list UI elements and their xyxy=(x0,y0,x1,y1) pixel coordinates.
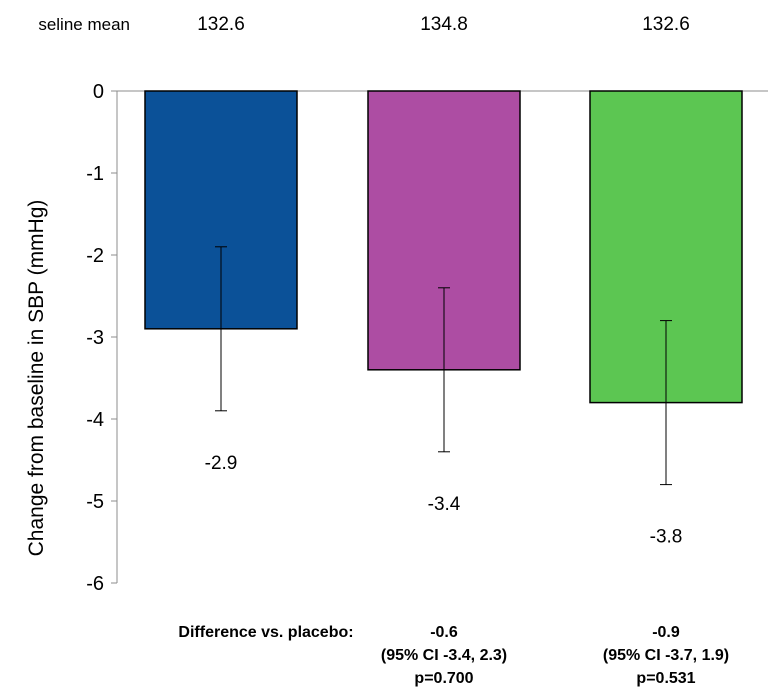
y-tick-label: -6 xyxy=(86,573,104,595)
y-tick-label: -2 xyxy=(86,245,104,267)
y-tick-label: -3 xyxy=(86,327,104,349)
baseline-mean-value: 132.6 xyxy=(642,14,690,35)
y-tick-label: 0 xyxy=(93,81,104,103)
y-tick-label: -5 xyxy=(86,491,104,513)
y-axis: 0 -1 -2 -3 -4 -5 -6 xyxy=(86,81,768,595)
baseline-mean-label: seline mean xyxy=(38,15,130,34)
y-axis-title: Change from baseline in SBP (mmHg) xyxy=(25,200,48,557)
y-tick-label: -4 xyxy=(86,409,104,431)
bar-value-label: -3.4 xyxy=(428,494,461,515)
bar-value-label: -2.9 xyxy=(205,453,238,474)
y-tick-label: -1 xyxy=(86,163,104,185)
difference-label: Difference vs. placebo: xyxy=(178,624,353,641)
baseline-mean-value: 134.8 xyxy=(420,14,468,35)
baseline-mean-value: 132.6 xyxy=(197,14,245,35)
difference-value: -0.9 xyxy=(652,624,680,641)
bar-value-label: -3.8 xyxy=(650,527,683,548)
difference-ci: (95% CI -3.7, 1.9) xyxy=(603,647,729,664)
difference-p-value: p=0.700 xyxy=(414,670,473,687)
difference-p-value: p=0.531 xyxy=(636,670,695,687)
bars: -2.9 -3.4 -3.8 xyxy=(144,90,743,548)
difference-value: -0.6 xyxy=(430,624,458,641)
difference-ci: (95% CI -3.4, 2.3) xyxy=(381,647,507,664)
